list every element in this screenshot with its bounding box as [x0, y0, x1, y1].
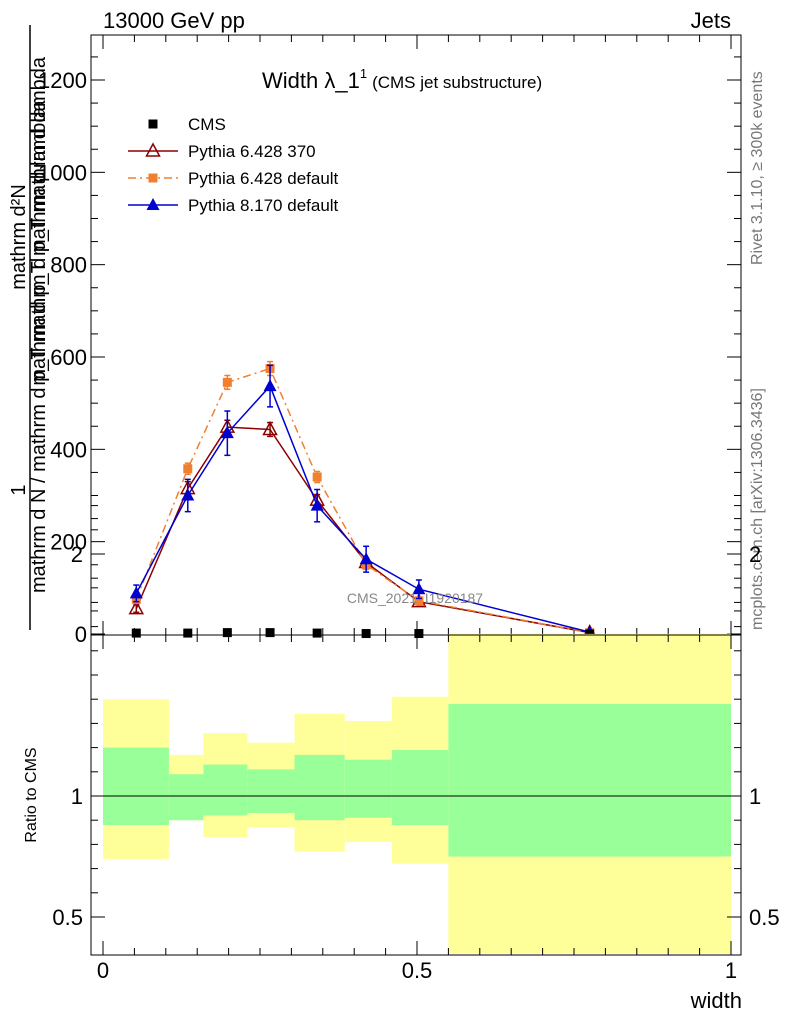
pythia6-default-point: [183, 464, 193, 474]
ratio-stat-band: [168, 774, 204, 821]
cms-point: [183, 628, 193, 638]
cms-point: [131, 628, 141, 638]
cms-point: [361, 629, 371, 639]
x-tick-label: 0.5: [402, 958, 433, 983]
rivet-label: Rivet 3.1.10, ≥ 300k events: [749, 71, 766, 265]
x-axis-label: width: [690, 988, 742, 1013]
ratio-stat-band: [247, 769, 295, 813]
chart-title-main: Width λ_1: [262, 68, 360, 93]
ratio-y-tick-label: 2: [71, 542, 83, 567]
ratio-stat-band: [294, 754, 345, 821]
analysis-watermark: CMS_2021_I1920187: [347, 590, 483, 606]
ratio-y-label: Ratio to CMS: [23, 747, 40, 842]
ratio-y-tick-label: 1: [71, 784, 83, 809]
ratio-y-tick-label: 0.5: [52, 905, 83, 930]
chart-title-paren: (CMS jet substructure): [372, 73, 542, 92]
y-tick-label: 1000: [38, 160, 87, 185]
legend-label-pythia8-default: Pythia 8.170 default: [188, 196, 339, 215]
ratio-stat-band: [344, 759, 392, 818]
x-tick-label: 0: [97, 958, 109, 983]
y-axis-label: mathrm d²N mathrm d p_T mathrm d lambda …: [8, 25, 50, 630]
ratio-stat-band: [448, 704, 731, 857]
ratio-y-tick-label-right: 1: [749, 784, 761, 809]
cms-point: [265, 628, 275, 638]
pythia6-370-point: [262, 420, 278, 436]
cms-point: [414, 629, 424, 639]
legend: CMS Pythia 6.428 370 Pythia 6.428 default P…: [128, 115, 339, 215]
ratio-stat-band: [391, 750, 449, 826]
chart-title-sup: 1: [360, 66, 367, 81]
main-axis-ticks: 0 200 400 600 800 1000 1200: [38, 35, 741, 647]
process-label: Jets: [691, 8, 731, 33]
pythia8-default-point: [310, 498, 324, 511]
y-tick-label: 400: [50, 437, 87, 462]
legend-marker-pythia6-default: [148, 173, 158, 183]
pythia8-default-point: [181, 488, 195, 501]
pythia8-default-line: [135, 384, 590, 633]
ratio-stat-band: [203, 764, 248, 816]
pythia6-370-point: [128, 600, 145, 615]
legend-label-pythia6-default: Pythia 6.428 default: [188, 169, 339, 188]
y-tick-label: 600: [50, 345, 87, 370]
pythia8-default-point: [412, 582, 426, 595]
x-tick-label: 1: [725, 958, 737, 983]
legend-marker-pythia6-370: [145, 142, 161, 157]
y-tick-label: 1200: [38, 68, 87, 93]
pythia8-default-point: [220, 426, 234, 439]
ratio-plot-frame: [90, 634, 742, 956]
pythia6-default-point: [222, 377, 232, 387]
pythia8-default-point: [263, 379, 277, 392]
ratio-bands: [91, 633, 741, 954]
ratio-axis-ticks: 0 0.5 1 0.5 0.5 1 1 2 2: [52, 505, 780, 983]
energy-label: 13000 GeV pp: [103, 8, 245, 33]
legend-label-cms: CMS: [188, 115, 226, 134]
pythia8-default-point: [129, 586, 143, 599]
cms-point: [222, 628, 232, 638]
ratio-stat-band: [103, 747, 169, 826]
y-label-numerator-line2: mathrm d p_T mathrm d lambda: [28, 99, 50, 385]
ratio-y-tick-label-right: 2: [749, 542, 761, 567]
pythia6-default-line: [135, 367, 590, 634]
chart-title: Width λ_11 (CMS jet substructure): [262, 66, 542, 93]
legend-marker-pythia8-default: [146, 198, 160, 210]
y-tick-label: 200: [50, 530, 87, 555]
pythia8-default-point: [359, 552, 373, 565]
legend-label-pythia6-370: Pythia 6.428 370: [188, 142, 316, 161]
y-label-one: 1: [8, 484, 30, 495]
pythia6-default-point: [312, 472, 322, 482]
y-label-denominator: mathrm d N / mathrm d p_T mathrm d p_T m…: [28, 56, 50, 593]
legend-marker-cms: [148, 119, 158, 129]
cms-point: [312, 628, 322, 638]
y-label-numerator: mathrm d²N: [8, 184, 30, 290]
y-tick-label: 800: [50, 253, 87, 278]
y-tick-label: 0: [75, 622, 87, 647]
mcplots-label: mcplots.cern.ch [arXiv:1306.3436]: [749, 388, 766, 630]
ratio-y-tick-label-right: 0.5: [749, 905, 780, 930]
pythia6-default-point: [414, 596, 424, 606]
